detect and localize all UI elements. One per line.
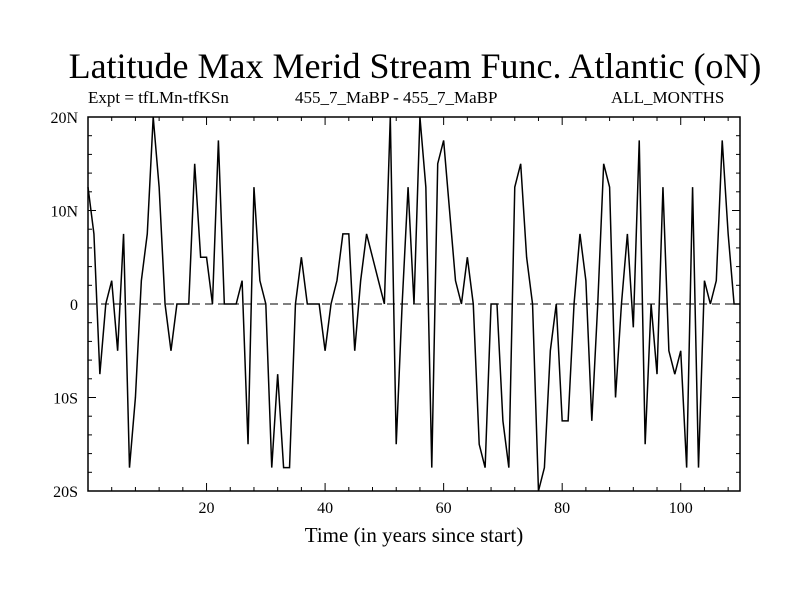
x-axis-ticks: 20 40 60 80 100 — [87, 117, 729, 517]
y-axis-ticks: 20S 10S 0 10N 20N — [50, 110, 740, 501]
x-tick-label: 40 — [317, 500, 333, 517]
x-axis-label: Time (in years since start) — [304, 523, 524, 547]
y-tick-label: 10N — [50, 204, 78, 221]
chart-title: Latitude Max Merid Stream Func. Atlantic… — [68, 46, 762, 86]
y-tick-label: 10S — [53, 391, 78, 408]
y-tick-label: 0 — [70, 297, 78, 314]
x-tick-label: 80 — [554, 500, 570, 517]
months-label: ALL_MONTHS — [611, 88, 725, 107]
y-tick-label: 20N — [50, 110, 78, 127]
x-tick-label: 20 — [199, 500, 215, 517]
run-comparison-label: 455_7_MaBP - 455_7_MaBP — [295, 88, 498, 107]
x-tick-label: 60 — [436, 500, 452, 517]
x-tick-label: 100 — [669, 500, 693, 517]
experiment-label: Expt = tfLMn-tfKSn — [88, 88, 229, 107]
y-tick-label: 20S — [53, 484, 78, 501]
series-line — [87, 116, 740, 492]
